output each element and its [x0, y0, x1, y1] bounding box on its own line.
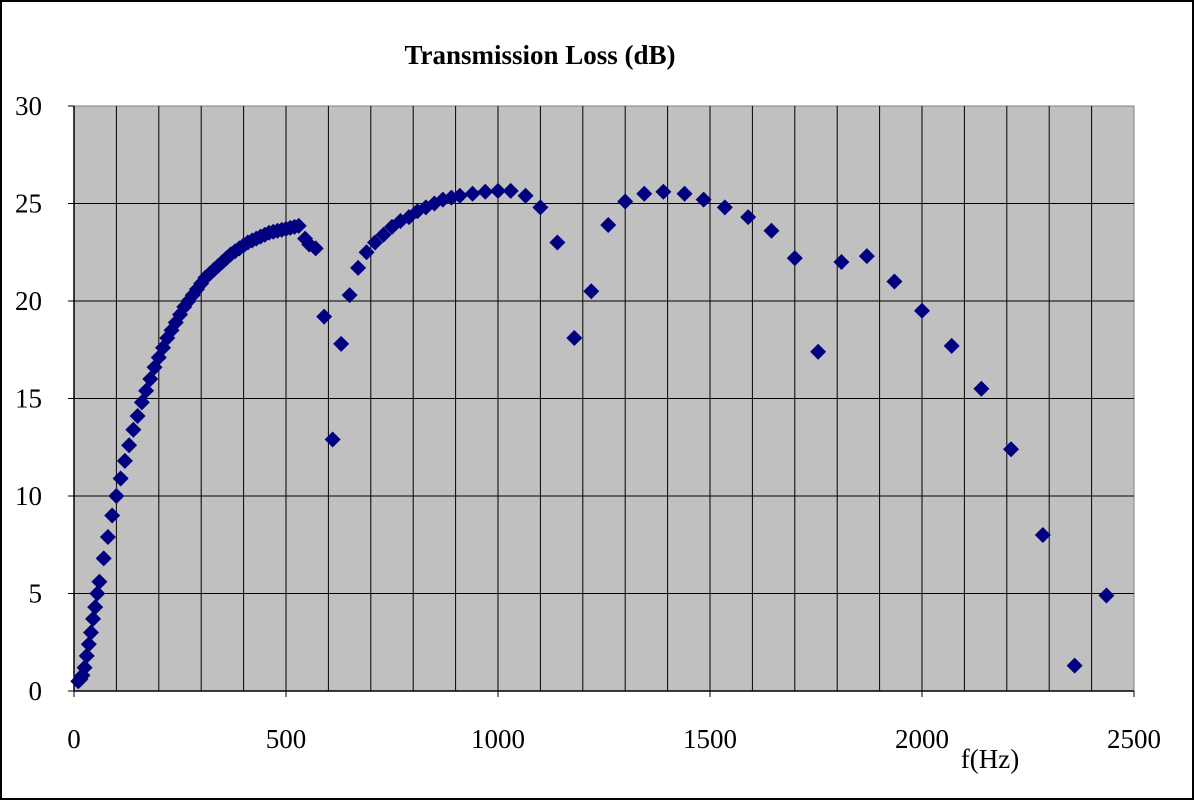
- data-point: [477, 183, 494, 200]
- data-point: [636, 185, 653, 202]
- x-axis-label: f(Hz): [961, 744, 1019, 774]
- data-point: [76, 659, 93, 676]
- y-tick-label: 30: [15, 91, 42, 121]
- data-point: [655, 183, 672, 200]
- data-point: [583, 283, 600, 300]
- y-tick-label: 10: [15, 481, 42, 511]
- data-point: [1003, 441, 1020, 458]
- data-point: [112, 470, 129, 487]
- data-point: [91, 573, 108, 590]
- data-point: [464, 185, 481, 202]
- y-tick-label: 0: [29, 676, 43, 706]
- data-point: [566, 330, 583, 347]
- data-points: [70, 182, 1115, 690]
- data-point: [104, 507, 121, 524]
- data-point: [763, 222, 780, 239]
- data-point: [858, 248, 875, 265]
- y-tick-label: 25: [15, 189, 42, 219]
- data-point: [600, 216, 617, 233]
- data-point: [89, 585, 106, 602]
- data-point: [341, 287, 358, 304]
- data-point: [1066, 657, 1083, 674]
- x-tick-label: 2500: [1107, 724, 1161, 754]
- data-point: [129, 408, 146, 425]
- data-point: [307, 240, 324, 257]
- data-point: [116, 452, 133, 469]
- data-point: [914, 302, 930, 319]
- data-point: [716, 199, 733, 216]
- data-point: [1034, 527, 1051, 543]
- y-tick-label: 20: [15, 286, 42, 316]
- data-point: [121, 437, 138, 454]
- data-point: [350, 259, 367, 276]
- y-tick-label: 15: [15, 384, 42, 414]
- data-point: [617, 193, 634, 210]
- data-point: [1098, 587, 1115, 604]
- data-point: [324, 431, 341, 448]
- data-point: [95, 550, 112, 567]
- data-point: [886, 273, 903, 290]
- data-point: [549, 234, 566, 251]
- chart-title: Transmission Loss (dB): [404, 40, 675, 70]
- data-point: [87, 599, 104, 616]
- data-point: [333, 335, 350, 352]
- x-tick-label: 1500: [683, 724, 737, 754]
- data-point: [80, 636, 97, 653]
- x-tick-label: 0: [67, 724, 81, 754]
- y-axis-ticks: 0 5 10 15 20 25 30: [15, 91, 74, 706]
- data-point: [78, 647, 95, 664]
- data-point: [358, 244, 375, 261]
- data-point: [290, 217, 307, 234]
- data-point: [85, 610, 102, 627]
- x-tick-label: 500: [266, 724, 307, 754]
- data-point: [375, 226, 392, 243]
- data-point: [82, 624, 99, 641]
- data-point: [367, 234, 384, 251]
- data-point: [99, 528, 116, 545]
- data-point: [451, 187, 468, 204]
- plot-area: [73, 105, 1135, 692]
- y-tick-label: 5: [29, 579, 43, 609]
- data-point: [810, 343, 827, 360]
- data-point: [532, 199, 549, 216]
- data-point: [695, 191, 712, 208]
- x-axis-ticks: 0 500 1000 1500 2000 2500: [67, 691, 1161, 754]
- data-point: [676, 185, 693, 202]
- x-tick-label: 1000: [471, 724, 525, 754]
- data-point: [316, 308, 333, 325]
- data-point: [740, 209, 757, 226]
- data-point: [125, 421, 142, 438]
- data-point: [833, 254, 850, 270]
- data-point: [973, 380, 990, 397]
- data-point: [490, 182, 506, 199]
- x-tick-label: 2000: [895, 724, 949, 754]
- data-point: [517, 187, 534, 204]
- data-point: [943, 337, 960, 354]
- data-point: [502, 182, 519, 199]
- data-point: [108, 488, 125, 504]
- data-point: [786, 250, 803, 267]
